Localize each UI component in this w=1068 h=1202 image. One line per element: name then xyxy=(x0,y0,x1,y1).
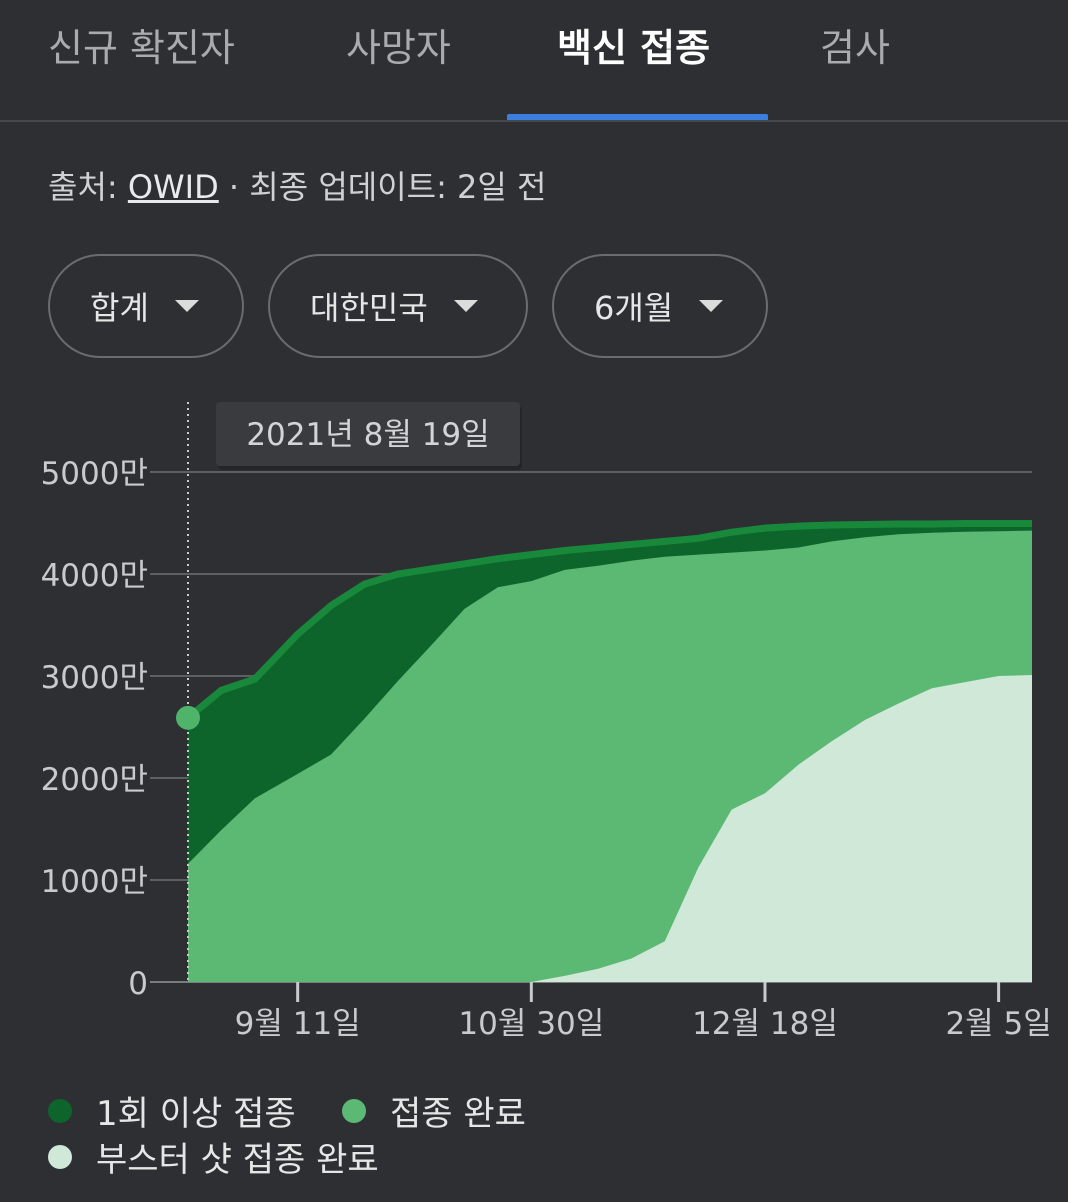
legend-item-fully-vaccinated: 접종 완료 xyxy=(342,1086,526,1135)
dropdown-arrow-icon xyxy=(453,300,478,312)
filter-period-label: 6개월 xyxy=(594,289,674,327)
active-tab-indicator xyxy=(507,114,768,121)
filter-metric-dropdown[interactable]: 합계 xyxy=(48,254,244,358)
vaccination-chart[interactable]: 0 1000만 2000만 3000만 4000만 5000만 9월 11일 10월 30일 1… xyxy=(0,390,1068,1060)
last-updated: · 최종 업데이트: 2일 전 xyxy=(218,168,547,206)
y-tick-label: 2000만 xyxy=(41,762,148,798)
vaccination-chart-container: 0 1000만 2000만 3000만 4000만 5000만 9월 11일 10월 30일 1… xyxy=(0,390,1068,1060)
tooltip-date: 2021년 8월 19일 xyxy=(246,417,489,453)
legend-label: 접종 완료 xyxy=(390,1094,526,1134)
source-prefix: 출처: xyxy=(48,168,128,206)
legend-item-first-dose: 1회 이상 접종 xyxy=(48,1086,296,1135)
tab-deaths[interactable]: 사망자 xyxy=(346,26,451,70)
source-link[interactable]: OWID xyxy=(127,168,219,206)
tooltip-box xyxy=(216,402,520,466)
tab-new-cases[interactable]: 신규 확진자 xyxy=(48,26,235,70)
filter-period-dropdown[interactable]: 6개월 xyxy=(552,254,768,358)
x-tick-label: 2월 5일 xyxy=(945,1006,1051,1042)
filter-region-label: 대한민국 xyxy=(310,289,428,327)
y-tick-label: 5000만 xyxy=(41,456,148,492)
dropdown-arrow-icon xyxy=(174,300,199,312)
tab-vaccination[interactable]: 백신 접종 xyxy=(557,26,711,70)
legend-swatch xyxy=(48,1144,72,1169)
filter-metric-label: 합계 xyxy=(90,289,149,327)
x-tick-label: 12월 18일 xyxy=(692,1006,838,1042)
hover-point xyxy=(176,705,200,730)
x-tick-label: 10월 30일 xyxy=(458,1006,604,1042)
filter-region-dropdown[interactable]: 대한민국 xyxy=(268,254,528,358)
tab-divider xyxy=(0,120,1068,122)
y-tick-label: 3000만 xyxy=(41,660,148,696)
y-tick-label: 0 xyxy=(128,966,148,1002)
legend-label: 부스터 샷 접종 완료 xyxy=(96,1140,379,1180)
series-area xyxy=(188,675,1032,982)
series-line xyxy=(185,520,1032,721)
legend-swatch xyxy=(342,1098,366,1123)
x-tick-label: 9월 11일 xyxy=(235,1006,361,1042)
legend-label: 1회 이상 접종 xyxy=(96,1094,296,1134)
dropdown-arrow-icon xyxy=(699,300,724,312)
y-tick-label: 4000만 xyxy=(41,558,148,594)
source-line: 출처: OWID · 최종 업데이트: 2일 전 xyxy=(48,162,546,208)
legend-item-booster: 부스터 샷 접종 완료 xyxy=(48,1132,379,1181)
tab-tests[interactable]: 검사 xyxy=(820,26,890,70)
y-tick-label: 1000만 xyxy=(41,864,148,900)
tab-bar: 신규 확진자 사망자 백신 접종 검사 xyxy=(0,0,1068,122)
legend-swatch xyxy=(48,1098,72,1123)
